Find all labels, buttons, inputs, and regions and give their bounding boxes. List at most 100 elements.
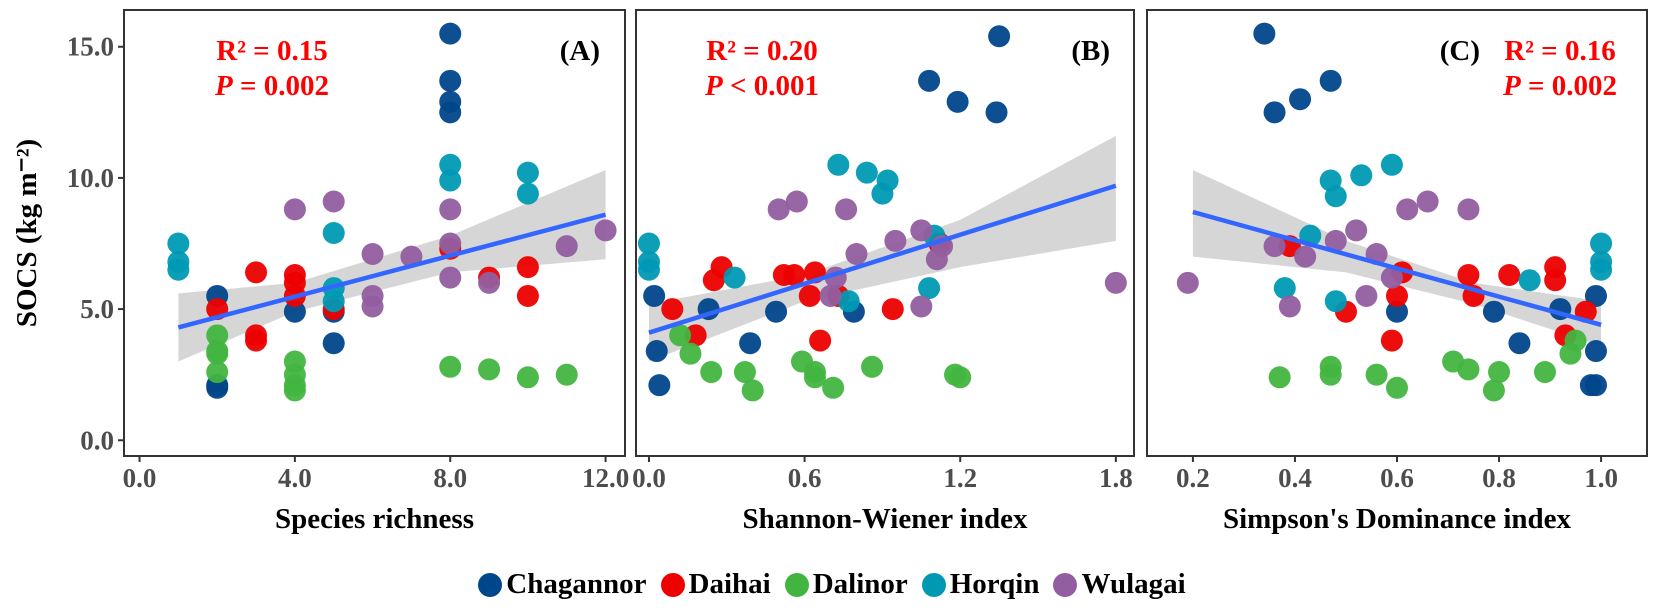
data-point	[1104, 271, 1127, 294]
data-point	[949, 366, 972, 389]
data-point	[1564, 329, 1587, 352]
series-chagannor	[206, 22, 462, 399]
data-point	[478, 271, 501, 294]
data-point	[741, 379, 764, 402]
data-point	[835, 198, 858, 221]
data-point	[1273, 277, 1296, 300]
data-point	[555, 363, 578, 386]
series-wulagai	[767, 190, 1127, 318]
data-point	[785, 190, 808, 213]
data-point	[1268, 366, 1291, 389]
data-point	[439, 22, 462, 45]
data-point	[661, 298, 684, 321]
series-chagannor	[643, 25, 1011, 397]
legend-swatch	[1053, 572, 1078, 597]
legend-swatch	[921, 572, 946, 597]
y-tick-label: 5.0	[80, 294, 114, 324]
panel-frame	[123, 9, 626, 457]
series-dalinor	[669, 324, 972, 402]
x-axis-label: Simpson's Dominance index	[1223, 503, 1572, 535]
p-value: = 0.002	[233, 70, 329, 102]
legend-item-chagannor: Chagannor	[478, 568, 647, 601]
p-symbol: P	[214, 70, 233, 102]
legend-item-wulagai: Wulagai	[1053, 568, 1186, 601]
series-horqin	[167, 153, 539, 313]
panel-b: 0.0 0.6 1.2 1.8 Shannon-Wiener index R² = 0.2…	[632, 9, 1135, 535]
legend-label: Daihai	[688, 568, 771, 600]
x-tick-label: 1.8	[1099, 463, 1133, 493]
data-point	[516, 366, 539, 389]
data-point	[1457, 198, 1480, 221]
data-point	[767, 198, 790, 221]
data-point	[855, 161, 878, 184]
data-point	[167, 258, 190, 281]
data-point	[1253, 22, 1276, 45]
data-point	[516, 284, 539, 307]
data-point	[439, 232, 462, 255]
data-point	[1590, 232, 1613, 255]
p-value-label: P < 0.001	[704, 70, 819, 102]
x-tick-label: 0.6	[788, 463, 822, 493]
data-point	[822, 376, 845, 399]
legend-swatch	[660, 572, 685, 597]
data-point	[637, 258, 660, 281]
data-point	[669, 324, 692, 347]
data-point	[439, 169, 462, 192]
legend-item-daihai: Daihai	[660, 568, 771, 601]
data-point	[516, 256, 539, 279]
data-point	[1488, 361, 1511, 384]
data-point	[1518, 269, 1541, 292]
data-point	[1345, 219, 1368, 242]
data-point	[637, 232, 660, 255]
panel-a: 0.0 4.0 8.0 12.0 Species richness 0.0 5.0 10.0 1…	[11, 9, 629, 535]
data-point	[1324, 229, 1347, 252]
legend-swatch	[478, 572, 503, 597]
r-squared-label: R² = 0.16	[1504, 35, 1615, 67]
data-point	[1416, 190, 1439, 213]
panel-letter: (B)	[1071, 35, 1110, 67]
data-point	[733, 361, 756, 384]
data-point	[837, 290, 860, 313]
x-tick-label: 1.2	[943, 463, 977, 493]
legend-label: Wulagai	[1081, 568, 1186, 600]
data-point	[322, 222, 345, 244]
data-point	[845, 242, 868, 265]
data-point	[1498, 263, 1521, 286]
data-point	[206, 376, 229, 399]
x-tick-label: 0.0	[632, 463, 666, 493]
data-point	[1386, 284, 1408, 307]
data-point	[1355, 284, 1378, 307]
x-tick-label: 0.4	[1278, 463, 1312, 493]
panel-frame	[635, 9, 1135, 457]
x-tick-label: 4.0	[278, 463, 312, 493]
panel-letter: (A)	[560, 35, 600, 67]
p-symbol: P	[704, 70, 723, 102]
data-point	[648, 374, 671, 397]
data-point	[988, 25, 1011, 48]
data-point	[723, 266, 746, 289]
data-point	[322, 290, 345, 313]
series-horqin	[637, 153, 946, 313]
data-point	[1380, 153, 1403, 176]
data-point	[1482, 300, 1505, 323]
data-point	[1350, 164, 1373, 187]
data-point	[798, 284, 821, 307]
legend: Chagannor Daihai Dalinor Horqin Wulagai	[0, 568, 1654, 601]
data-point	[516, 161, 539, 184]
data-point	[1584, 374, 1607, 397]
data-point	[1482, 379, 1505, 402]
regression-line	[177, 212, 607, 330]
data-point	[1457, 263, 1480, 286]
data-point	[946, 90, 969, 113]
data-point	[283, 198, 306, 221]
regression-line	[648, 183, 1117, 335]
x-tick-label: 0.2	[1176, 463, 1210, 493]
data-point	[819, 284, 842, 307]
legend-label: Horqin	[949, 568, 1040, 600]
data-point	[439, 101, 462, 124]
data-point	[684, 324, 707, 347]
confidence-band	[648, 135, 1116, 362]
data-point	[1584, 340, 1607, 363]
data-point	[827, 153, 850, 176]
